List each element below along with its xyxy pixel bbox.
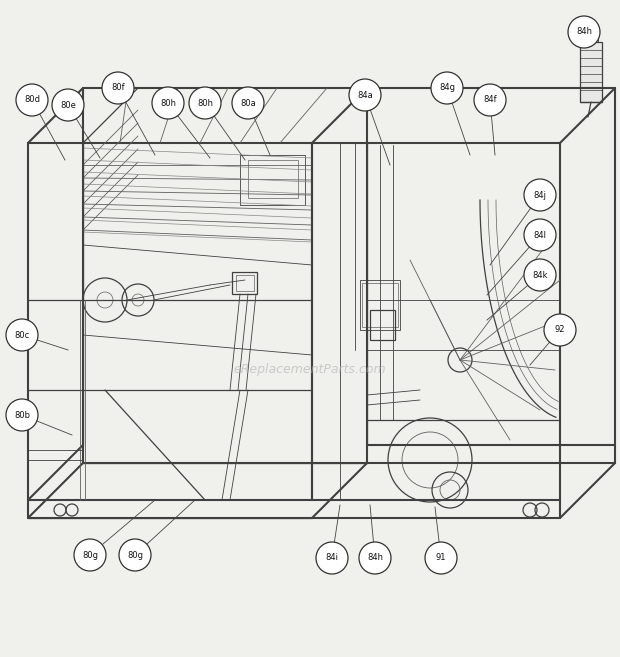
Circle shape (152, 87, 184, 119)
Bar (370, 310, 395, 340)
Circle shape (425, 542, 457, 574)
Text: 80a: 80a (240, 99, 256, 108)
Circle shape (232, 87, 264, 119)
Circle shape (524, 179, 556, 211)
Bar (240, 155, 305, 205)
Bar (360, 280, 400, 330)
Text: 84i: 84i (326, 553, 339, 562)
Circle shape (474, 84, 506, 116)
Text: 84j: 84j (533, 191, 546, 200)
Text: 84g: 84g (439, 83, 455, 93)
Text: 84k: 84k (532, 271, 547, 279)
Text: 92: 92 (555, 325, 565, 334)
Text: 84h: 84h (367, 553, 383, 562)
Circle shape (359, 542, 391, 574)
Text: 80e: 80e (60, 101, 76, 110)
Circle shape (102, 72, 134, 104)
Bar (580, 42, 602, 102)
Circle shape (316, 542, 348, 574)
Circle shape (74, 539, 106, 571)
Circle shape (6, 319, 38, 351)
Circle shape (524, 259, 556, 291)
Text: 80g: 80g (82, 551, 98, 560)
Circle shape (544, 314, 576, 346)
Text: 84l: 84l (533, 231, 546, 240)
Bar (248, 160, 298, 198)
Bar (362, 283, 398, 327)
Circle shape (568, 16, 600, 48)
Text: 80d: 80d (24, 95, 40, 104)
Text: 91: 91 (436, 553, 446, 562)
Circle shape (189, 87, 221, 119)
Text: eReplacementParts.com: eReplacementParts.com (234, 363, 386, 376)
Circle shape (524, 219, 556, 251)
Circle shape (6, 399, 38, 431)
Text: 84a: 84a (357, 91, 373, 99)
Text: 80h: 80h (197, 99, 213, 108)
Circle shape (52, 89, 84, 121)
Circle shape (431, 72, 463, 104)
Text: 84f: 84f (483, 95, 497, 104)
Text: 80b: 80b (14, 411, 30, 420)
Bar (584, 32, 598, 42)
Text: 80h: 80h (160, 99, 176, 108)
Text: 84h: 84h (576, 28, 592, 37)
Circle shape (16, 84, 48, 116)
Text: 80c: 80c (14, 330, 30, 340)
Text: 80g: 80g (127, 551, 143, 560)
Text: 80f: 80f (111, 83, 125, 93)
Bar (236, 275, 254, 291)
Bar (232, 272, 257, 294)
Circle shape (349, 79, 381, 111)
Circle shape (119, 539, 151, 571)
